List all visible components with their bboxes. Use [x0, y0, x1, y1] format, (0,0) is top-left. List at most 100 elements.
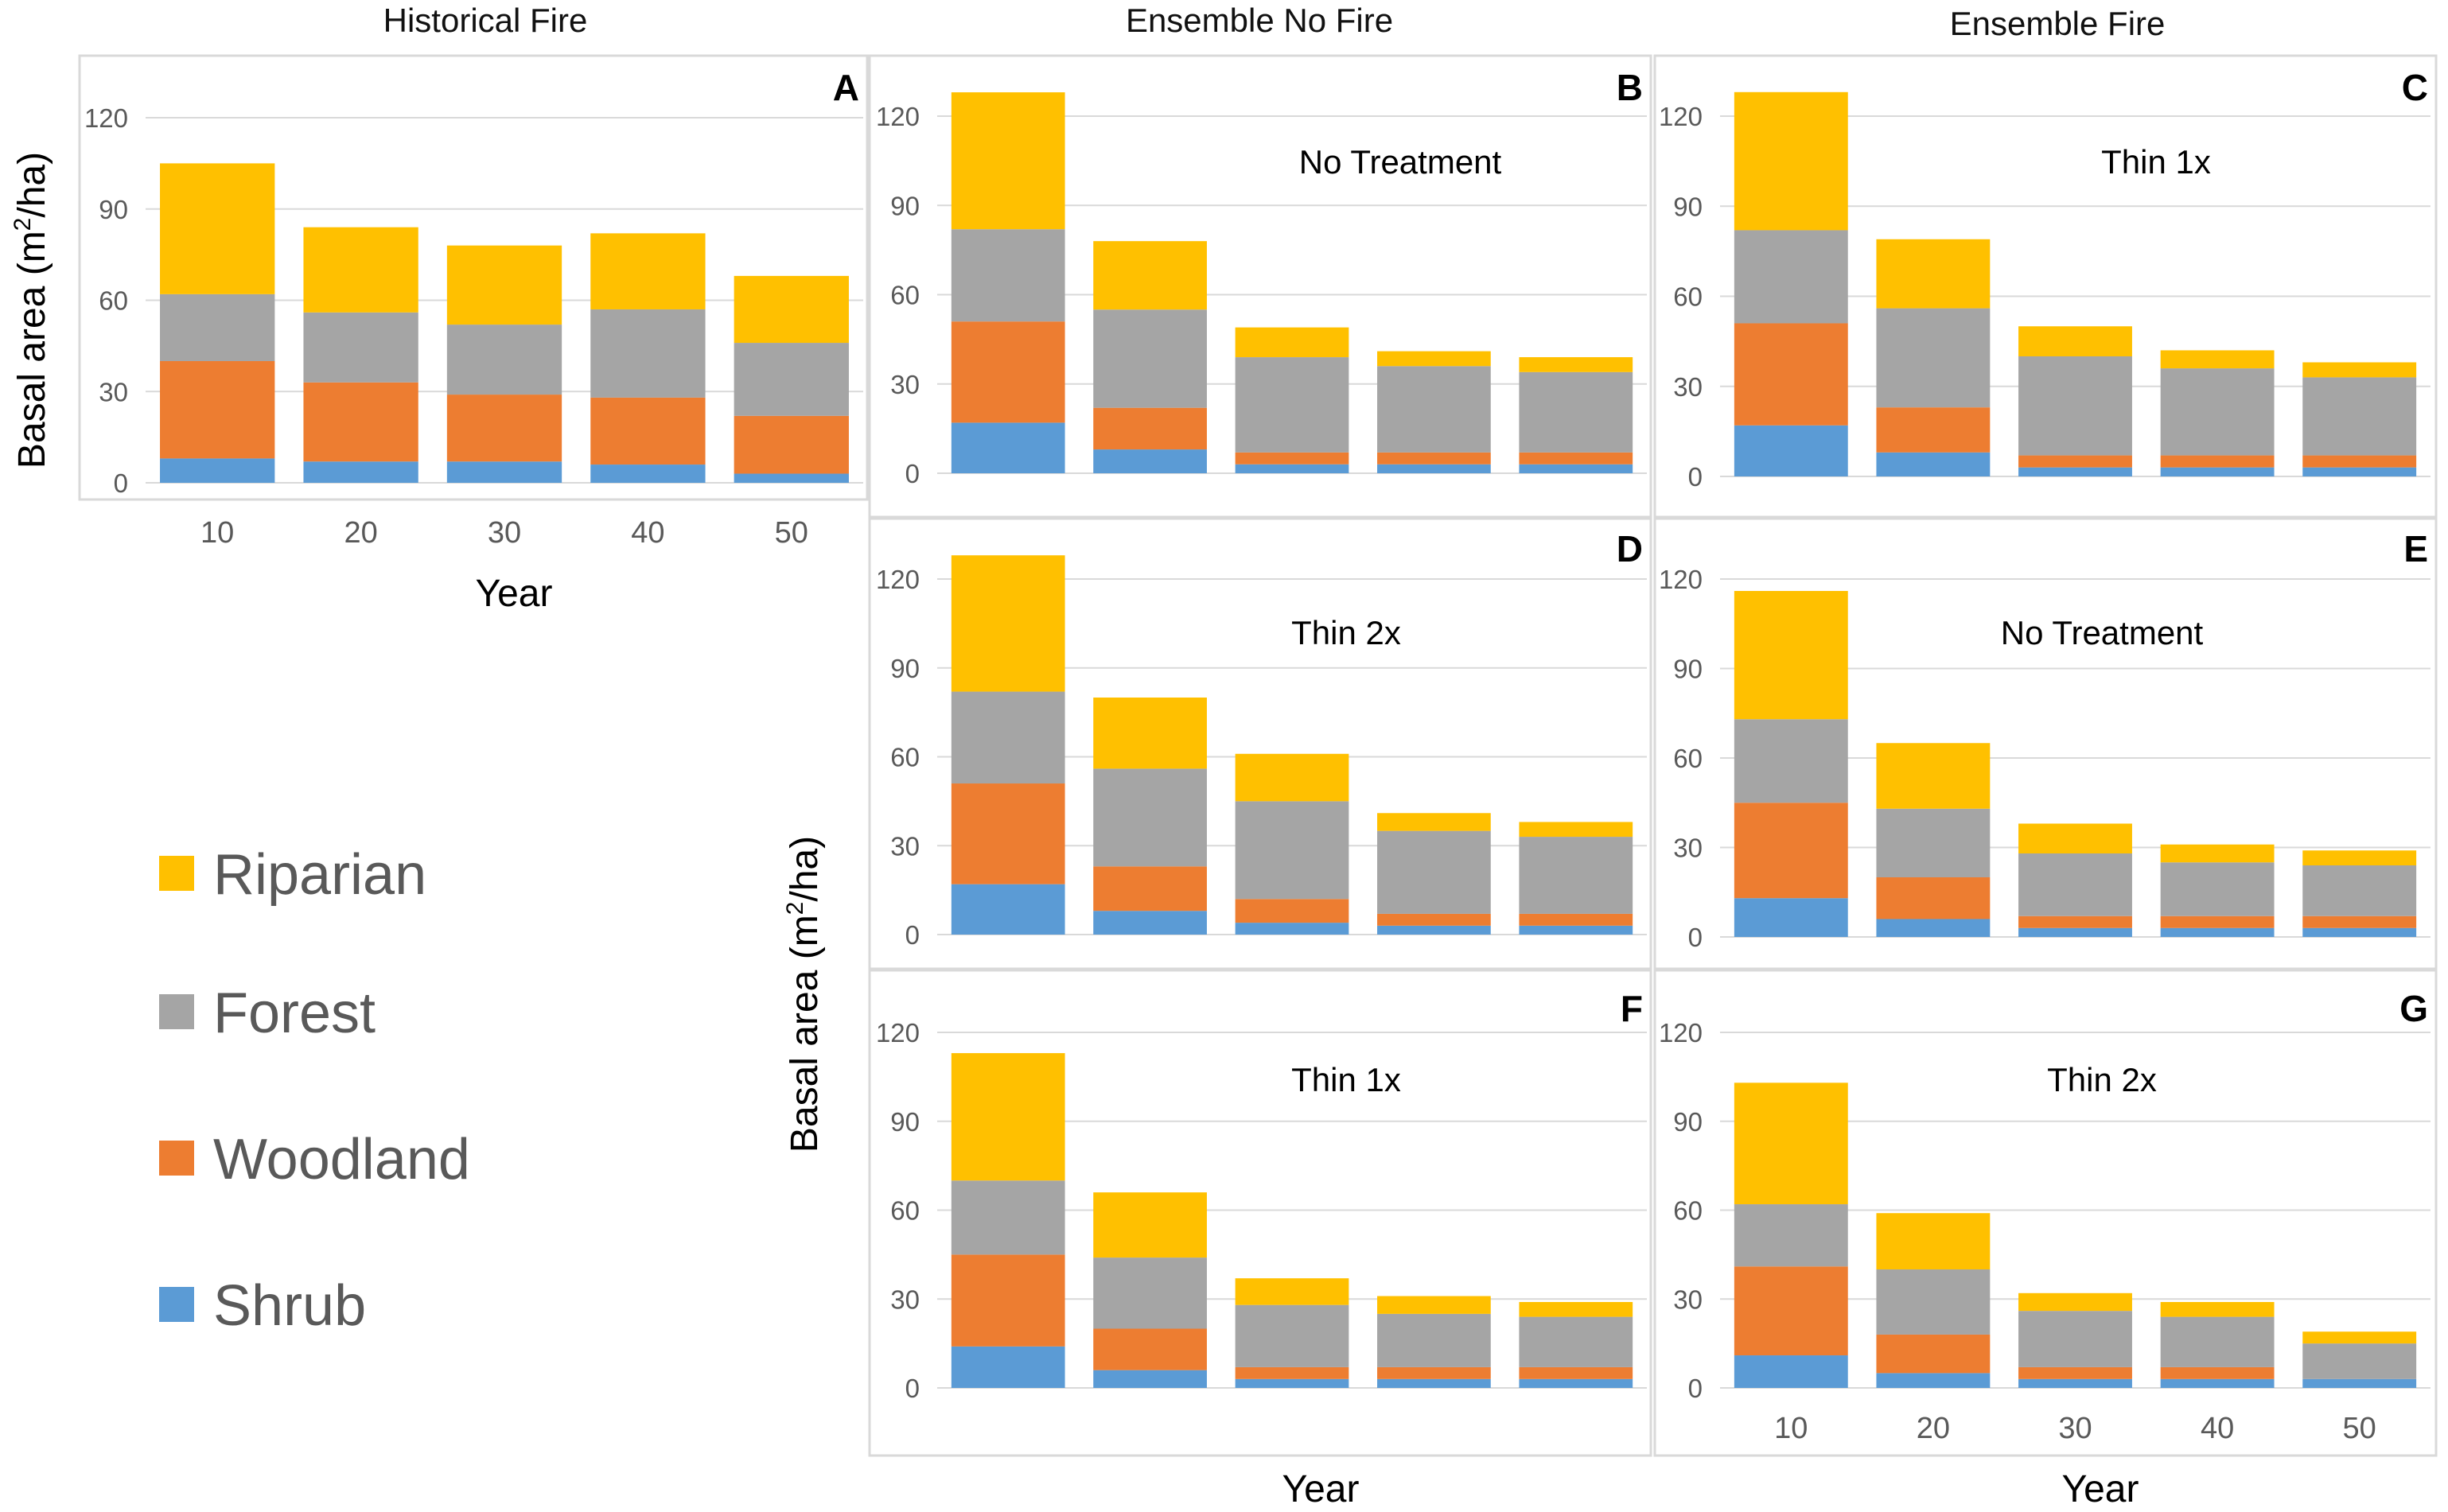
bar-woodland-50 [1519, 913, 1633, 926]
bar-woodland-10 [1734, 323, 1848, 426]
bar-woodland-40 [1377, 913, 1491, 926]
bar-forest-30 [1235, 1304, 1349, 1367]
bar-shrub-50 [1519, 925, 1633, 935]
y-tick-label: 60 [890, 1196, 920, 1226]
bar-shrub-30 [446, 461, 562, 483]
bar-shrub-10 [951, 884, 1065, 935]
y-tick-label: 30 [1673, 834, 1703, 863]
bar-woodland-30 [1235, 1366, 1349, 1379]
panel-letter: E [2403, 528, 2428, 569]
bar-woodland-50 [734, 415, 849, 474]
y-tick-label: 90 [890, 191, 920, 220]
treatment-label: No Treatment [1299, 143, 1502, 181]
y-tick-label: 120 [876, 102, 920, 131]
bar-woodland-10 [1734, 1266, 1848, 1356]
bar-shrub-50 [734, 473, 849, 483]
bar-shrub-10 [1734, 898, 1848, 937]
y-tick-label: 30 [890, 370, 920, 399]
y-tick-label: 0 [905, 920, 920, 950]
bar-riparian-10 [951, 555, 1065, 692]
bar-riparian-40 [1377, 813, 1491, 831]
bar-forest-10 [951, 1180, 1065, 1255]
legend: Riparian Forest Woodland Shrub [159, 843, 470, 1338]
bar-riparian-50 [1519, 822, 1633, 838]
panels: 0 30 60 90 120 10 20 30 40 50 A 0 30 60 90 120 B No Treat… [78, 54, 2438, 1457]
panel-letter: F [1621, 988, 1643, 1029]
y-tick-label: 30 [890, 1285, 920, 1314]
column-title-ensemble-no-fire: Ensemble No Fire [1126, 2, 1393, 39]
bar-woodland-30 [2018, 455, 2132, 468]
bar-shrub-30 [1235, 464, 1349, 473]
bar-shrub-20 [1093, 1370, 1207, 1388]
bar-riparian-40 [1377, 351, 1491, 367]
y-tick-label: 60 [1673, 282, 1703, 312]
y-tick-label: 0 [1688, 923, 1703, 952]
panel-letter: G [2399, 988, 2428, 1029]
treatment-label: No Treatment [2001, 614, 2204, 651]
panel-letter: A [833, 67, 859, 108]
bar-riparian-50 [2302, 362, 2417, 378]
bar-riparian-30 [2018, 1292, 2132, 1312]
y-tick-label: 120 [876, 1018, 920, 1048]
bar-forest-40 [1377, 366, 1491, 453]
legend-label: Forest [213, 981, 376, 1045]
y-tick-label: 0 [114, 468, 128, 498]
bar-forest-10 [951, 691, 1065, 784]
bar-riparian-20 [1093, 1192, 1207, 1258]
bar-forest-30 [1235, 801, 1349, 900]
treatment-label: Thin 1x [2101, 143, 2211, 181]
bar-riparian-10 [951, 1053, 1065, 1181]
bar-woodland-40 [1377, 452, 1491, 464]
y-axis-title-top: Basal area (m2/ha) [10, 152, 53, 468]
bar-forest-30 [2018, 1311, 2132, 1367]
bar-shrub-20 [1093, 449, 1207, 473]
treatment-label: Thin 1x [1291, 1061, 1401, 1098]
legend-item-forest: Forest [159, 981, 376, 1045]
bar-riparian-20 [1093, 698, 1207, 769]
bar-shrub-40 [1377, 464, 1491, 473]
bar-woodland-20 [1093, 866, 1207, 911]
bar-forest-50 [2302, 377, 2417, 456]
bar-forest-10 [1734, 1204, 1848, 1267]
bar-shrub-10 [160, 458, 275, 483]
bar-riparian-50 [2302, 1331, 2417, 1344]
bar-shrub-10 [1734, 425, 1848, 476]
bar-forest-40 [2160, 368, 2275, 456]
bar-shrub-30 [2018, 467, 2132, 476]
y-tick-label: 0 [1688, 462, 1703, 492]
bar-riparian-30 [1235, 753, 1349, 802]
bar-forest-50 [2302, 865, 2417, 916]
bar-riparian-30 [1235, 327, 1349, 358]
bar-forest-20 [1093, 768, 1207, 867]
bar-forest-30 [1235, 357, 1349, 453]
bar-woodland-20 [1876, 1334, 1991, 1374]
x-axis-title-g: Year [2062, 1468, 2139, 1510]
x-tick-label: 20 [1917, 1412, 1950, 1445]
bar-riparian-40 [2160, 1301, 2275, 1317]
x-tick-label: 40 [631, 516, 664, 550]
bar-riparian-40 [2160, 844, 2275, 863]
bar-woodland-30 [2018, 1366, 2132, 1379]
bar-woodland-20 [1876, 407, 1991, 453]
bar-shrub-50 [2302, 927, 2417, 937]
y-tick-label: 90 [1673, 192, 1703, 221]
bar-shrub-40 [2160, 1378, 2275, 1388]
bar-woodland-50 [1519, 452, 1633, 464]
bar-riparian-40 [2160, 350, 2275, 369]
bar-forest-50 [1519, 1316, 1633, 1367]
bar-woodland-50 [2302, 455, 2417, 468]
bar-shrub-50 [2302, 1378, 2417, 1388]
treatment-label: Thin 2x [1291, 614, 1401, 651]
panel-d: 03060901201020304050DThin 2x [868, 517, 1652, 1445]
bar-shrub-30 [2018, 927, 2132, 937]
y-tick-label: 90 [1673, 1107, 1703, 1137]
bar-riparian-30 [446, 245, 562, 325]
bar-riparian-50 [1519, 357, 1633, 372]
bar-riparian-20 [1876, 743, 1991, 809]
y-tick-label: 120 [1659, 565, 1703, 594]
bar-shrub-40 [2160, 467, 2275, 476]
bar-forest-20 [1093, 1257, 1207, 1329]
legend-item-riparian: Riparian [159, 843, 426, 907]
panel-a: 0 30 60 90 120 10 20 30 40 50 A [78, 54, 869, 550]
x-tick-label: 40 [2201, 1412, 2234, 1445]
